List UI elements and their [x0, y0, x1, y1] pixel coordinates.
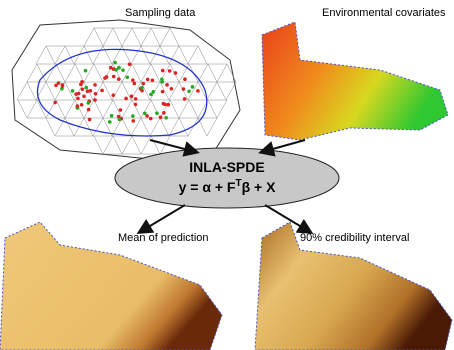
sample-point — [143, 112, 147, 116]
sample-point — [87, 101, 91, 105]
mean-label: Mean of prediction — [118, 232, 209, 244]
sample-point — [140, 86, 144, 90]
sample-point — [128, 62, 132, 66]
sample-point — [79, 83, 83, 87]
sample-point — [81, 87, 85, 91]
sample-point — [133, 82, 137, 86]
sample-point — [142, 82, 146, 86]
sample-point — [119, 108, 123, 112]
sample-point — [61, 83, 65, 87]
model-equation: y = α + FTβ + X — [179, 178, 276, 195]
sample-point — [174, 71, 178, 75]
sample-point — [53, 101, 57, 105]
sample-point — [113, 61, 117, 65]
sample-point — [77, 92, 81, 96]
sample-point — [84, 86, 88, 90]
sample-point — [183, 77, 187, 81]
covariates-label: Environmental covariates — [322, 7, 446, 19]
sampling-label: Sampling data — [125, 7, 196, 19]
sample-point — [196, 89, 200, 93]
sample-point — [131, 114, 135, 118]
sample-point — [130, 94, 134, 98]
sample-point — [88, 118, 92, 122]
sample-point — [118, 118, 122, 122]
model-ellipse — [115, 148, 339, 208]
sample-point — [93, 83, 97, 87]
sample-point — [110, 114, 114, 118]
diagram: Sampling data Environmental covariates I… — [0, 0, 454, 350]
sample-point — [168, 69, 172, 73]
sample-point — [93, 98, 97, 102]
sample-point — [161, 69, 165, 73]
sample-point — [94, 92, 98, 96]
sample-point — [146, 78, 150, 82]
sample-point — [165, 83, 169, 87]
sample-point — [149, 117, 153, 121]
sample-point — [108, 120, 112, 124]
sample-point — [87, 108, 91, 112]
sample-point — [162, 111, 166, 115]
sample-point — [76, 104, 80, 108]
sample-point — [151, 90, 155, 94]
sample-point — [86, 89, 90, 93]
sample-point — [100, 89, 104, 93]
sample-point — [134, 103, 138, 107]
sample-point — [155, 111, 159, 115]
interval-label: 90% credibility interval — [300, 232, 409, 244]
equation-part: β + X — [242, 179, 277, 195]
equation-part: y = α + F — [179, 179, 236, 195]
sample-point — [112, 75, 116, 79]
sample-point — [164, 116, 168, 120]
sample-point — [187, 89, 191, 93]
covariates-map — [262, 22, 448, 140]
model-name: INLA-SPDE — [189, 159, 264, 175]
sample-point — [191, 85, 195, 89]
sample-point — [183, 97, 187, 101]
sample-point — [54, 84, 58, 88]
sample-point — [80, 103, 84, 107]
sample-point — [166, 103, 170, 107]
sample-point — [159, 116, 163, 120]
sample-point — [170, 87, 174, 91]
sample-point — [71, 89, 75, 93]
sample-point — [161, 90, 165, 94]
sample-point — [117, 77, 121, 81]
sample-point — [134, 97, 138, 101]
sample-point — [109, 66, 113, 70]
sample-point — [114, 68, 118, 72]
sample-point — [76, 97, 80, 101]
sample-point — [162, 102, 166, 106]
sample-point — [111, 93, 115, 97]
sample-point — [124, 97, 128, 101]
sample-point — [151, 78, 155, 82]
mesh — [12, 20, 240, 160]
sample-point — [160, 80, 164, 84]
sample-point — [121, 68, 125, 72]
sample-point — [131, 78, 135, 82]
sample-point — [82, 95, 86, 99]
sample-point — [103, 76, 107, 80]
sample-point — [125, 75, 129, 79]
sample-point — [131, 119, 135, 123]
sample-point — [117, 66, 121, 70]
sample-point — [84, 69, 88, 73]
sample-point — [182, 87, 186, 91]
